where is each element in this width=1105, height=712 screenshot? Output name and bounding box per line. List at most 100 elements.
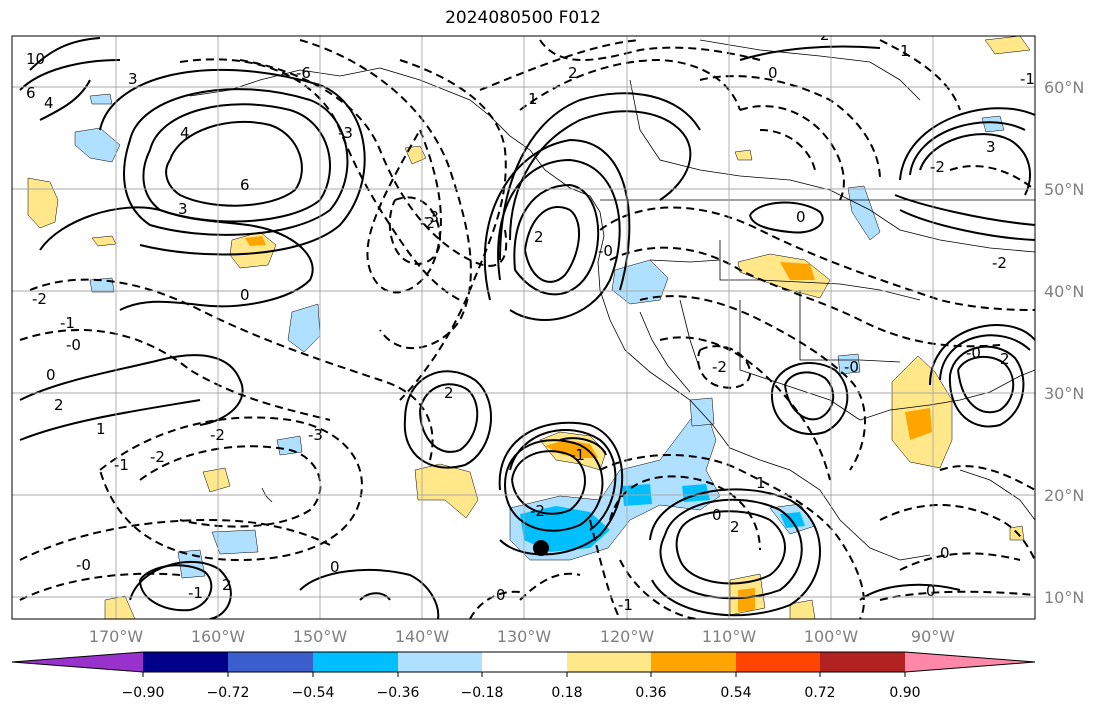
coastlines (189, 39, 1035, 561)
lon-label: 160°W (191, 627, 246, 646)
colorbar-segment (398, 652, 482, 672)
contour-label: 1 (900, 42, 910, 60)
contour-label: 3 (128, 70, 138, 88)
contour-label: -0 (844, 358, 859, 376)
positive-contours (19, 37, 1035, 619)
colorbar-segment (313, 652, 398, 672)
contour-label: -1 (114, 456, 129, 474)
longitude-labels: 170°W 160°W 150°W 140°W 130°W 120°W 110°… (89, 627, 955, 646)
colorbar-segment (482, 652, 567, 672)
contour-label: 0 (796, 208, 806, 226)
colorbar-segment (567, 652, 651, 672)
lat-label: 60°N (1044, 78, 1084, 97)
contour-label: 2 (730, 518, 740, 536)
lon-label: 170°W (89, 627, 144, 646)
colorbar-segment (736, 652, 820, 672)
contour-label: -3 (338, 124, 353, 142)
contour-label: 0 (926, 582, 936, 600)
contour-label: -0 (76, 556, 91, 574)
lon-label: 150°W (293, 627, 348, 646)
contour-label: 1 (528, 90, 538, 108)
contour-label: -2 (530, 502, 545, 520)
lon-label: 110°W (702, 627, 757, 646)
lat-label: 40°N (1044, 282, 1084, 301)
contour-label: -0 (966, 344, 981, 362)
contour-label: -3 (308, 426, 323, 444)
contour-label: 0 (330, 558, 340, 576)
contour-label: 2 (444, 384, 454, 402)
colorbar-tick-label: 0.54 (720, 685, 751, 701)
colorbar-tick-label: −0.54 (292, 685, 335, 701)
contour-label: 0 (496, 586, 506, 604)
contour-label: 4 (180, 124, 190, 142)
contour-label: 0 (240, 286, 250, 304)
lon-label: 140°W (395, 627, 450, 646)
lat-label: 20°N (1044, 486, 1084, 505)
colorbar-segment (820, 652, 905, 672)
storm-center-marker (533, 540, 549, 556)
colorbar-tick-label: 0.18 (551, 685, 582, 701)
contour-label: 4 (44, 94, 54, 112)
contour-label: -2 (32, 290, 47, 308)
contour-label: 0 (940, 544, 950, 562)
contour-label: -6 (296, 64, 311, 82)
lon-label: 90°W (911, 627, 955, 646)
contour-label: 0 (46, 366, 56, 384)
contour-label: 10 (26, 50, 45, 68)
contour-label: -1 (570, 446, 585, 464)
contour-label: 2 (534, 228, 544, 246)
colorbar-tick-label: 0.90 (889, 685, 920, 701)
contour-label: -1 (60, 314, 75, 332)
lat-label: 50°N (1044, 180, 1084, 199)
contour-label: -1 (1020, 70, 1035, 88)
contour-label: -2 (992, 254, 1007, 272)
contour-label: -2 (150, 448, 165, 466)
map-title: 2024080500 F012 (445, 8, 601, 28)
contour-label: -2 (930, 158, 945, 176)
contour-label: 6 (240, 176, 250, 194)
contour-label: 0 (768, 64, 778, 82)
colorbar: −0.90 −0.72 −0.54 −0.36 −0.18 0.18 0.36 … (11, 651, 1036, 701)
lat-label: 30°N (1044, 384, 1084, 403)
contour-label: -0 (598, 242, 613, 260)
colorbar-segment (12, 652, 143, 672)
contour-label: -1 (618, 596, 633, 614)
colorbar-segment (651, 652, 736, 672)
lon-label: 100°W (804, 627, 859, 646)
contour-label: 2 (820, 26, 830, 44)
colorbar-tick-label: 0.36 (635, 685, 666, 701)
lat-label: 10°N (1044, 588, 1084, 607)
gridlines (12, 36, 1035, 619)
contour-label: 2 (222, 576, 232, 594)
latitude-labels: 60°N 50°N 40°N 30°N 20°N 10°N (1044, 78, 1084, 607)
colorbar-tick-label: −0.72 (207, 685, 250, 701)
lon-label: 120°W (600, 627, 655, 646)
contour-label: -3 (424, 208, 439, 226)
lon-label: 130°W (497, 627, 552, 646)
contour-label: -2 (210, 426, 225, 444)
contour-label: 0 (712, 506, 722, 524)
colorbar-tick-label: −0.90 (122, 685, 165, 701)
contour-label: 2 (568, 64, 578, 82)
contour-label: 2 (54, 396, 64, 414)
colorbar-tick-label: −0.18 (461, 685, 504, 701)
colorbar-segment (228, 652, 313, 672)
contour-label: 1 (756, 474, 766, 492)
contour-label: -2 (420, 214, 435, 232)
colorbar-segment (905, 652, 1035, 672)
contour-labels: 10 6 4 3 6 3 4 -6 -3 -2 0 -3 -2 1 2 -1 -… (26, 26, 1035, 614)
negative-contours (19, 39, 1035, 619)
contour-label: -2 (712, 358, 727, 376)
contour-label: -1 (188, 584, 203, 602)
contour-label: 3 (178, 200, 188, 218)
colorbar-tick-label: −0.36 (377, 685, 420, 701)
contour-label: 3 (986, 138, 996, 156)
colorbar-segment (143, 652, 228, 672)
contour-label: 1 (96, 420, 106, 438)
contour-label: -0 (66, 336, 81, 354)
colorbar-tick-label: 0.72 (804, 685, 835, 701)
map-frame (11, 35, 1036, 620)
contour-label: 6 (26, 84, 36, 102)
contour-label: 2 (1000, 350, 1010, 368)
